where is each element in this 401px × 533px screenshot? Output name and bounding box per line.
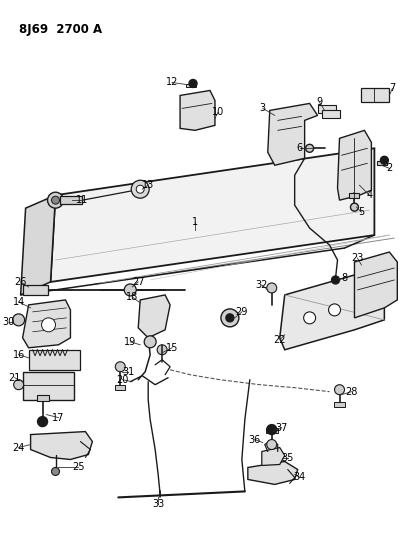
Circle shape bbox=[267, 283, 277, 293]
Text: 18: 18 bbox=[126, 292, 138, 302]
Bar bbox=[334, 402, 346, 407]
Circle shape bbox=[38, 417, 48, 426]
Text: 7: 7 bbox=[389, 84, 395, 93]
Text: 22: 22 bbox=[273, 335, 286, 345]
Text: 30: 30 bbox=[2, 317, 15, 327]
Circle shape bbox=[189, 79, 197, 87]
Text: 5: 5 bbox=[358, 207, 365, 217]
Text: 35: 35 bbox=[282, 453, 294, 463]
Bar bbox=[22, 372, 75, 400]
Bar bbox=[377, 161, 387, 165]
Circle shape bbox=[304, 312, 316, 324]
Text: 37: 37 bbox=[275, 423, 288, 433]
Circle shape bbox=[136, 185, 144, 193]
Polygon shape bbox=[280, 275, 385, 350]
Text: 16: 16 bbox=[12, 350, 25, 360]
Circle shape bbox=[350, 203, 358, 211]
Circle shape bbox=[157, 345, 167, 355]
Text: 25: 25 bbox=[72, 463, 85, 472]
Text: 36: 36 bbox=[249, 434, 261, 445]
Polygon shape bbox=[354, 252, 397, 318]
Circle shape bbox=[14, 379, 24, 390]
Circle shape bbox=[332, 276, 340, 284]
Circle shape bbox=[267, 440, 277, 449]
Polygon shape bbox=[262, 448, 285, 465]
Text: 2: 2 bbox=[386, 163, 393, 173]
Bar bbox=[266, 427, 278, 433]
Polygon shape bbox=[338, 131, 371, 200]
Bar bbox=[36, 394, 49, 401]
Text: 3: 3 bbox=[260, 103, 266, 114]
Circle shape bbox=[13, 314, 24, 326]
Text: 20: 20 bbox=[116, 375, 128, 385]
Text: 31: 31 bbox=[122, 367, 134, 377]
Bar bbox=[115, 385, 125, 390]
Text: 17: 17 bbox=[52, 413, 65, 423]
Text: 8J69  2700 A: 8J69 2700 A bbox=[18, 22, 102, 36]
Circle shape bbox=[48, 192, 63, 208]
Text: 12: 12 bbox=[166, 77, 178, 87]
Bar bbox=[186, 84, 196, 87]
Text: 29: 29 bbox=[236, 307, 248, 317]
Text: 13: 13 bbox=[142, 180, 154, 190]
Bar bbox=[28, 350, 81, 370]
Text: 11: 11 bbox=[76, 195, 89, 205]
Circle shape bbox=[381, 156, 388, 164]
Bar bbox=[350, 193, 359, 198]
Text: 6: 6 bbox=[297, 143, 303, 154]
Text: 33: 33 bbox=[152, 499, 164, 510]
Circle shape bbox=[144, 336, 156, 348]
Circle shape bbox=[328, 304, 340, 316]
Polygon shape bbox=[138, 295, 170, 338]
Circle shape bbox=[124, 284, 136, 296]
Polygon shape bbox=[248, 462, 298, 484]
Text: 1: 1 bbox=[192, 217, 198, 227]
Circle shape bbox=[306, 144, 314, 152]
Bar bbox=[322, 110, 340, 118]
Polygon shape bbox=[30, 432, 92, 459]
Bar bbox=[361, 88, 389, 102]
Text: 26: 26 bbox=[14, 277, 27, 287]
Text: 15: 15 bbox=[166, 343, 178, 353]
Text: 23: 23 bbox=[351, 253, 364, 263]
Text: 19: 19 bbox=[124, 337, 136, 347]
Text: 9: 9 bbox=[316, 98, 323, 108]
Polygon shape bbox=[268, 103, 318, 165]
Text: 32: 32 bbox=[255, 280, 268, 290]
Polygon shape bbox=[20, 195, 55, 295]
Text: 24: 24 bbox=[12, 442, 25, 453]
Text: 21: 21 bbox=[8, 373, 21, 383]
Polygon shape bbox=[22, 300, 71, 348]
Circle shape bbox=[42, 318, 55, 332]
Circle shape bbox=[267, 425, 277, 434]
Circle shape bbox=[131, 180, 149, 198]
Text: 27: 27 bbox=[132, 277, 144, 287]
Polygon shape bbox=[180, 91, 215, 131]
Bar bbox=[61, 196, 83, 204]
Text: 4: 4 bbox=[367, 190, 373, 200]
Bar bbox=[22, 285, 48, 295]
Circle shape bbox=[221, 309, 239, 327]
Circle shape bbox=[51, 467, 59, 475]
Circle shape bbox=[115, 362, 125, 372]
Text: 10: 10 bbox=[212, 108, 224, 117]
Text: 34: 34 bbox=[294, 472, 306, 482]
Circle shape bbox=[226, 314, 234, 322]
Text: 28: 28 bbox=[345, 386, 358, 397]
Text: 8: 8 bbox=[341, 273, 348, 283]
Circle shape bbox=[51, 196, 59, 204]
Polygon shape bbox=[51, 148, 375, 282]
Circle shape bbox=[334, 385, 344, 394]
Text: 14: 14 bbox=[12, 297, 25, 307]
Bar bbox=[318, 106, 336, 114]
